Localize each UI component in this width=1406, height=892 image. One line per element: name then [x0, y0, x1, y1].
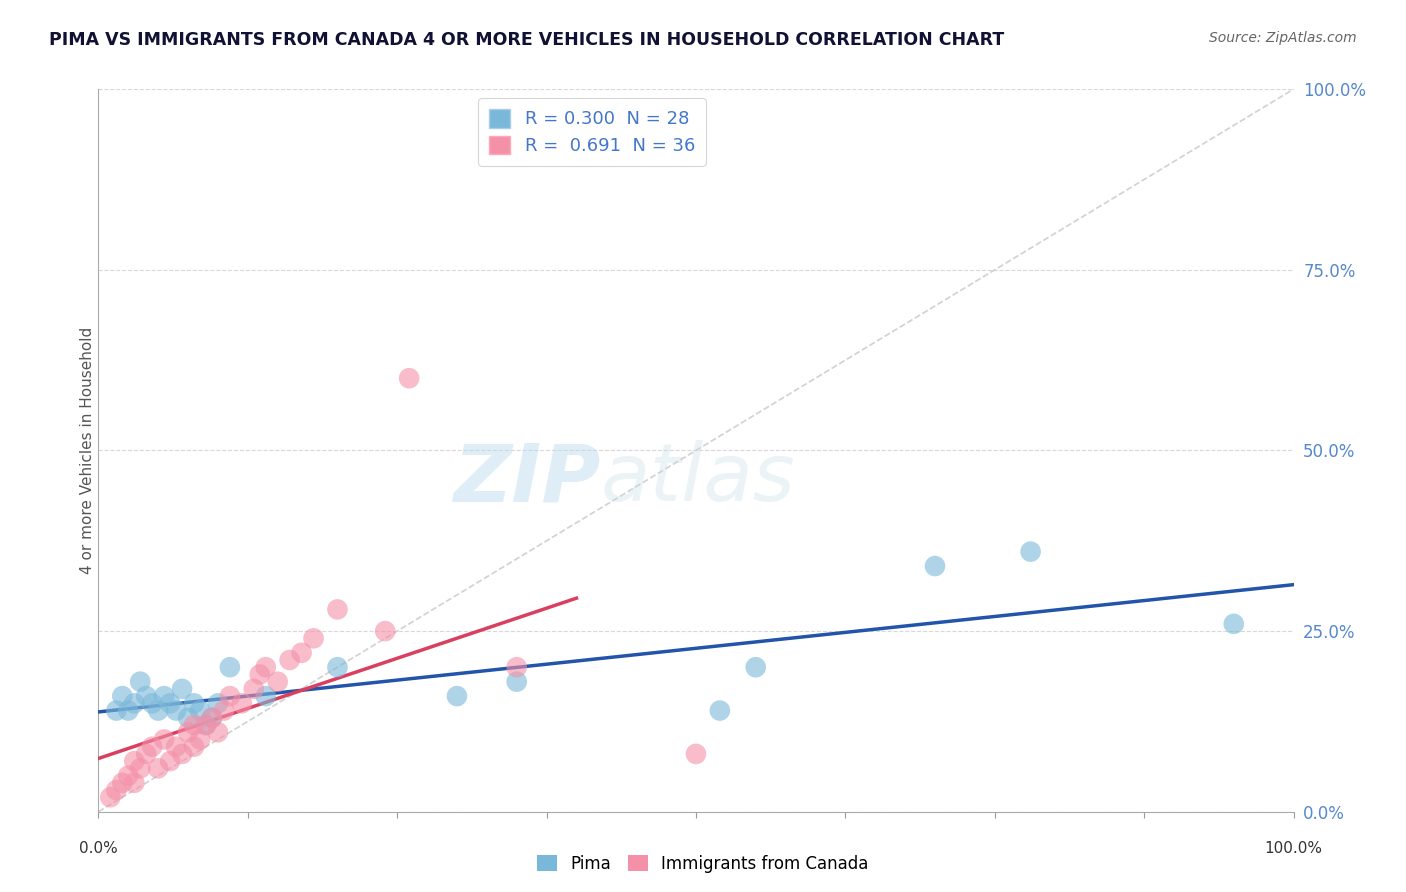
Point: [172, 681, 194, 696]
Point: [124, 696, 146, 710]
Point: [135, 689, 157, 703]
Point: [177, 725, 200, 739]
Point: [105, 783, 128, 797]
Point: [207, 725, 229, 739]
Point: [207, 696, 229, 710]
Point: [924, 559, 946, 574]
Point: [1019, 544, 1042, 558]
Text: ZIP: ZIP: [453, 441, 600, 518]
Point: [159, 696, 181, 710]
Point: [254, 689, 277, 703]
Point: [124, 776, 146, 790]
Point: [124, 754, 146, 768]
Point: [183, 718, 205, 732]
Legend: R = 0.300  N = 28, R =  0.691  N = 36: R = 0.300 N = 28, R = 0.691 N = 36: [478, 98, 706, 166]
Text: 100.0%: 100.0%: [1264, 840, 1323, 855]
Point: [219, 689, 242, 703]
Point: [201, 711, 224, 725]
Point: [243, 681, 266, 696]
Point: [165, 739, 187, 754]
Text: atlas: atlas: [600, 441, 796, 518]
Point: [302, 632, 325, 646]
Point: [709, 704, 731, 718]
Point: [172, 747, 194, 761]
Point: [141, 696, 163, 710]
Point: [291, 646, 314, 660]
Text: Source: ZipAtlas.com: Source: ZipAtlas.com: [1209, 31, 1357, 45]
Point: [231, 696, 253, 710]
Point: [148, 761, 170, 775]
Point: [129, 761, 152, 775]
Legend: Pima, Immigrants from Canada: Pima, Immigrants from Canada: [530, 848, 876, 880]
Point: [111, 776, 134, 790]
Point: [506, 674, 529, 689]
Point: [153, 689, 176, 703]
Point: [195, 718, 218, 732]
Point: [278, 653, 301, 667]
Point: [1223, 616, 1246, 631]
Point: [219, 660, 242, 674]
Point: [374, 624, 396, 639]
Y-axis label: 4 or more Vehicles in Household: 4 or more Vehicles in Household: [80, 326, 94, 574]
Point: [159, 754, 181, 768]
Text: 0.0%: 0.0%: [79, 840, 118, 855]
Point: [117, 769, 139, 783]
Point: [98, 790, 122, 805]
Point: [446, 689, 468, 703]
Point: [177, 711, 200, 725]
Point: [398, 371, 420, 385]
Point: [326, 602, 349, 616]
Point: [254, 660, 277, 674]
Point: [183, 739, 205, 754]
Point: [111, 689, 134, 703]
Point: [685, 747, 707, 761]
Point: [326, 660, 349, 674]
Point: [201, 711, 224, 725]
Point: [745, 660, 768, 674]
Point: [212, 704, 235, 718]
Point: [135, 747, 157, 761]
Point: [267, 674, 290, 689]
Point: [117, 704, 139, 718]
Point: [141, 739, 163, 754]
Point: [506, 660, 529, 674]
Point: [129, 674, 152, 689]
Point: [195, 718, 218, 732]
Text: PIMA VS IMMIGRANTS FROM CANADA 4 OR MORE VEHICLES IN HOUSEHOLD CORRELATION CHART: PIMA VS IMMIGRANTS FROM CANADA 4 OR MORE…: [49, 31, 1004, 49]
Point: [153, 732, 176, 747]
Point: [188, 704, 211, 718]
Point: [148, 704, 170, 718]
Point: [165, 704, 187, 718]
Point: [105, 704, 128, 718]
Point: [188, 732, 211, 747]
Point: [183, 696, 205, 710]
Point: [249, 667, 271, 681]
